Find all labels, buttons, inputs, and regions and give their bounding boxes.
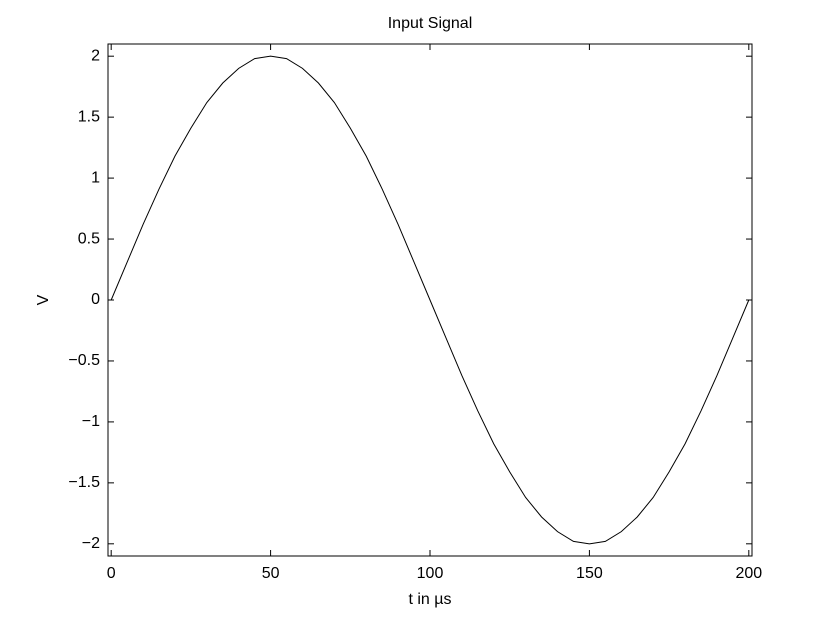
y-tick-label: −1: [82, 413, 100, 430]
x-tick-label: 150: [576, 565, 603, 582]
x-tick-label: 200: [735, 565, 762, 582]
y-tick-label: 2: [91, 47, 100, 64]
y-tick-label: 0.5: [78, 230, 100, 247]
y-axis-label: V: [35, 294, 52, 305]
chart-title: Input Signal: [388, 15, 473, 32]
y-tick-label: −0.5: [68, 352, 100, 369]
x-tick-label: 50: [262, 565, 280, 582]
y-tick-label: 0: [91, 291, 100, 308]
y-tick-label: 1: [91, 169, 100, 186]
y-tick-label: 1.5: [78, 108, 100, 125]
y-tick-label: −1.5: [68, 474, 100, 491]
x-tick-label: 0: [107, 565, 116, 582]
y-tick-label: −2: [82, 535, 100, 552]
x-axis-label: t in µs: [408, 591, 451, 608]
signal-line: [110, 55, 750, 545]
x-tick-label: 100: [417, 565, 444, 582]
